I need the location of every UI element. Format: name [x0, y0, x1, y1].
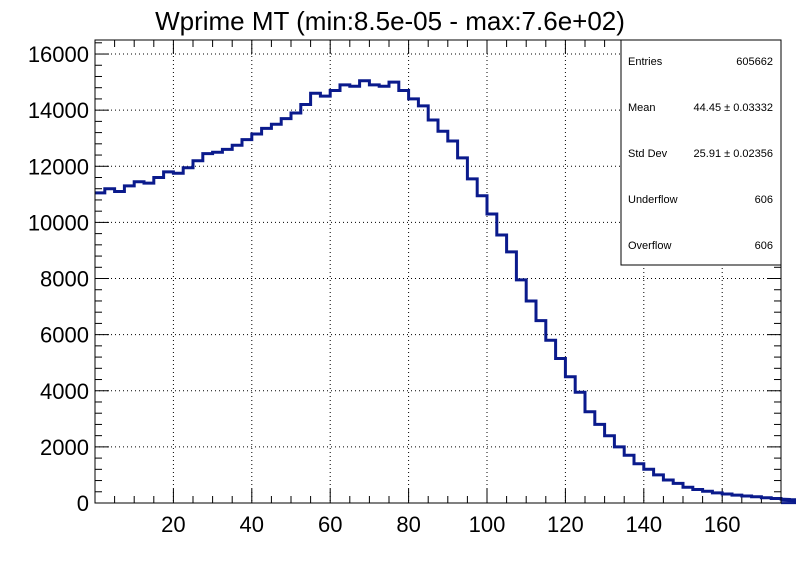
stats-row-label: Mean	[628, 102, 656, 114]
axis-tick-labels: 20 40 60 80 100 120 140 160 0 2000 4000 6000 8000 100…	[28, 42, 741, 537]
x-tick-label: 100	[469, 512, 506, 537]
stats-row-value: 25.91 ± 0.02356	[694, 148, 773, 160]
stats-box-border	[620, 39, 782, 266]
histogram-series-line	[95, 79, 796, 505]
y-tick-label: 0	[77, 491, 89, 516]
x-tick-label: 120	[547, 512, 584, 537]
stats-row-label: Std Dev	[628, 148, 668, 160]
x-tick-label: 60	[318, 512, 342, 537]
x-tick-label: 40	[240, 512, 264, 537]
y-tick-label: 14000	[28, 98, 89, 123]
x-tick-label: 20	[161, 512, 185, 537]
x-tick-label: 160	[704, 512, 741, 537]
plot-frame	[94, 39, 782, 504]
chart-title: Wprime MT (min:8.5e-05 - max:7.6e+02)	[155, 6, 625, 36]
stats-box: Entries 605662 Mean 44.45 ± 0.03332 Std Dev 2…	[620, 39, 782, 266]
stats-row-label: Entries	[628, 56, 663, 68]
y-tick-label: 12000	[28, 154, 89, 179]
y-tick-label: 4000	[40, 379, 89, 404]
stats-row-value: 44.45 ± 0.03332	[694, 102, 773, 114]
stats-row-value: 606	[755, 194, 773, 206]
y-tick-label: 2000	[40, 435, 89, 460]
y-tick-label: 10000	[28, 210, 89, 235]
y-tick-label: 6000	[40, 323, 89, 348]
stats-row-value: 605662	[736, 56, 773, 68]
x-tick-label: 140	[625, 512, 662, 537]
stats-row-value: 606	[755, 240, 773, 252]
y-tick-label: 8000	[40, 267, 89, 292]
x-tick-label: 80	[396, 512, 420, 537]
stats-row-label: Overflow	[628, 240, 671, 252]
y-tick-label: 16000	[28, 42, 89, 67]
stats-row-label: Underflow	[628, 194, 678, 206]
